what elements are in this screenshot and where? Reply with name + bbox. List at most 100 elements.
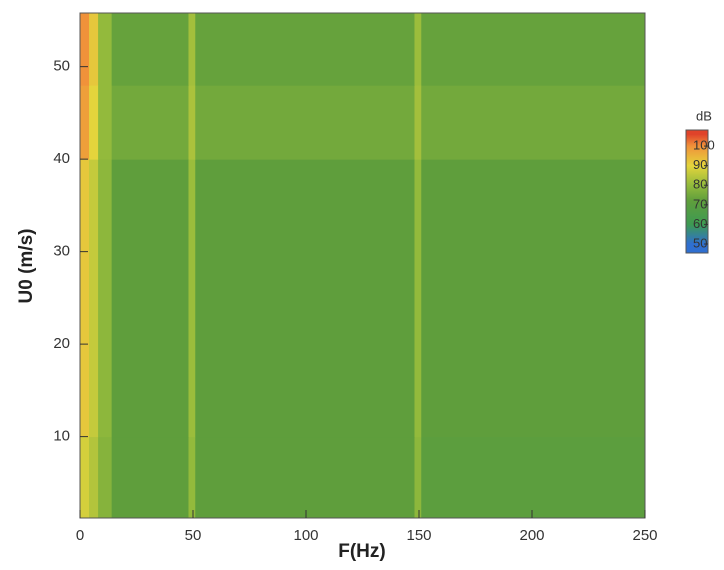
heat-cell <box>188 159 196 438</box>
colorbar-strip <box>686 158 708 160</box>
colorbar-strip <box>686 150 708 152</box>
colorbar-strip <box>686 231 708 233</box>
colorbar-strip <box>686 191 708 193</box>
colorbar-strip <box>686 217 708 219</box>
colorbar-strip <box>686 234 708 236</box>
colorbar-strip <box>686 223 708 225</box>
heat-cell <box>111 85 189 160</box>
colorbar-strip <box>686 248 708 250</box>
colorbar-strip <box>686 133 708 135</box>
colorbar-strip <box>686 163 708 165</box>
heat-cell <box>80 13 90 86</box>
colorbar-strip <box>686 214 708 216</box>
heat-cell <box>414 159 422 438</box>
y-tick-label: 10 <box>53 428 70 445</box>
colorbar-strip <box>686 177 708 179</box>
x-tick-label: 50 <box>185 527 202 544</box>
colorbar-strip <box>686 247 708 249</box>
heat-cell <box>89 159 99 438</box>
colorbar-strip <box>686 213 708 215</box>
colorbar-strip <box>686 245 708 247</box>
colorbar-strip <box>686 200 708 202</box>
colorbar-strip <box>686 165 708 167</box>
colorbar-strip <box>686 209 708 211</box>
colorbar-strip <box>686 139 708 141</box>
heat-cell <box>89 85 99 160</box>
heat-cell <box>98 436 113 519</box>
colorbar-strip <box>686 216 708 218</box>
colorbar-strip <box>686 212 708 214</box>
y-tick-label: 40 <box>53 150 70 167</box>
colorbar-strip <box>686 246 708 248</box>
colorbar-strip <box>686 243 708 245</box>
heat-cell <box>98 159 113 438</box>
colorbar-strip <box>686 167 708 169</box>
colorbar-tick-label: 50 <box>693 235 707 250</box>
colorbar-strip <box>686 195 708 197</box>
colorbar-strip <box>686 160 708 162</box>
colorbar-strip <box>686 215 708 217</box>
x-tick-label: 200 <box>519 527 544 544</box>
colorbar-strip <box>686 203 708 205</box>
heat-cell <box>111 436 189 519</box>
colorbar-strip <box>686 232 708 234</box>
colorbar-strip <box>686 147 708 149</box>
colorbar-strip <box>686 183 708 185</box>
colorbar-strip <box>686 226 708 228</box>
colorbar-strip <box>686 171 708 173</box>
y-tick-label: 20 <box>53 335 70 352</box>
colorbar-strip <box>686 175 708 177</box>
colorbar-strip <box>686 182 708 184</box>
colorbar-strip <box>686 132 708 134</box>
colorbar-strip <box>686 151 708 153</box>
colorbar-strip <box>686 162 708 164</box>
heat-cell <box>195 13 415 86</box>
colorbar-strip <box>686 244 708 246</box>
heat-cell <box>421 85 646 160</box>
heat-cell <box>421 436 646 519</box>
colorbar-strip <box>686 250 708 252</box>
colorbar-strip <box>686 164 708 166</box>
colorbar-strip <box>686 138 708 140</box>
colorbar-strip <box>686 189 708 191</box>
colorbar-strip <box>686 159 708 161</box>
colorbar-strip <box>686 179 708 181</box>
heat-cell <box>414 85 422 160</box>
colorbar-strip <box>686 188 708 190</box>
colorbar-tick-label: 90 <box>693 157 707 172</box>
heat-cell <box>111 159 189 438</box>
colorbar-strip <box>686 198 708 200</box>
colorbar-tick-label: 100 <box>693 137 715 152</box>
colorbar-strip <box>686 137 708 139</box>
colorbar-strip <box>686 161 708 163</box>
colorbar-strip <box>686 131 708 133</box>
colorbar-strip <box>686 134 708 136</box>
colorbar-strip <box>686 185 708 187</box>
colorbar-strip <box>686 166 708 168</box>
heat-cell <box>89 13 99 86</box>
heat-cell <box>195 159 415 438</box>
colorbar-strip <box>686 242 708 244</box>
colorbar-strip <box>686 233 708 235</box>
colorbar-strip <box>686 227 708 229</box>
colorbar-tick-label: 60 <box>693 216 707 231</box>
colorbar-strip <box>686 181 708 183</box>
heat-cell <box>98 85 113 160</box>
colorbar-strip <box>686 241 708 243</box>
colorbar-strip <box>686 180 708 182</box>
colorbar-strip <box>686 173 708 175</box>
colorbar-strip <box>686 155 708 157</box>
colorbar-strip <box>686 240 708 242</box>
y-tick-label: 50 <box>53 58 70 75</box>
heat-cell <box>98 13 113 86</box>
colorbar-strip <box>686 237 708 239</box>
heat-cell <box>80 159 90 438</box>
plot-frame <box>79 12 646 519</box>
colorbar-strip <box>686 156 708 158</box>
colorbar-strip <box>686 142 708 144</box>
colorbar-strip <box>686 211 708 213</box>
heat-cell <box>80 85 90 160</box>
colorbar-strip <box>686 218 708 220</box>
colorbar-strip <box>686 178 708 180</box>
colorbar-strip <box>686 187 708 189</box>
